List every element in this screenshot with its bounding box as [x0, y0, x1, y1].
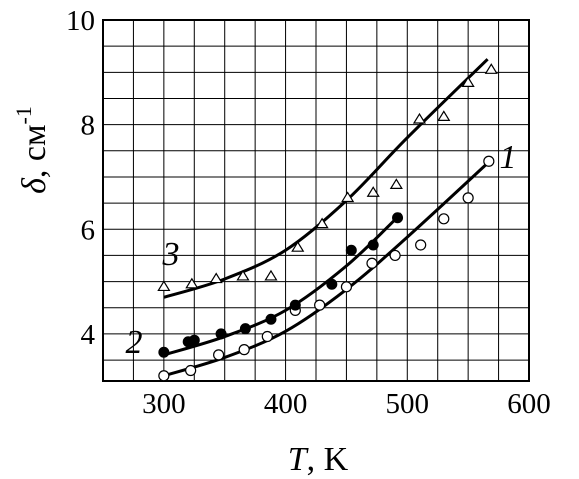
series-1-point — [185, 364, 197, 377]
x-tick-labels: 300 400 500 600 — [142, 388, 551, 420]
x-tick-label: 300 — [142, 388, 186, 420]
series-markers — [157, 63, 498, 382]
x-axis-title: T, K — [288, 441, 349, 478]
series-2-point — [158, 346, 170, 358]
series-3-point — [341, 191, 355, 203]
series-3-point — [315, 217, 329, 229]
series-labels: 1 2 3 — [126, 139, 517, 361]
series-2-point — [345, 244, 357, 256]
series-3-point — [412, 112, 427, 124]
plot-frame — [102, 19, 530, 382]
series-1-point — [261, 330, 273, 343]
series-label-1: 1 — [500, 139, 517, 176]
series-2-point — [289, 299, 301, 311]
series-3-point — [209, 272, 223, 284]
series-1-point — [389, 249, 401, 262]
series-1-point — [462, 192, 474, 204]
series-label-2: 2 — [126, 324, 143, 361]
series-curves — [163, 58, 494, 378]
x-tick-label: 400 — [264, 388, 308, 420]
series-1-point — [314, 299, 326, 311]
series-2-point — [326, 278, 338, 290]
series-2-point — [188, 334, 200, 346]
series-3-point — [264, 269, 278, 281]
y-axis-title: δ, см-1 — [11, 106, 53, 194]
series-3-point — [291, 241, 305, 252]
series-1-point — [366, 257, 378, 269]
y-tick-label: 6 — [81, 214, 96, 246]
series-1-point — [340, 281, 353, 293]
series-label-3: 3 — [162, 236, 180, 273]
series-1-point — [438, 213, 450, 225]
series-1-point — [213, 349, 225, 361]
series-3-point — [461, 76, 475, 87]
series-curve-2 — [163, 212, 403, 357]
series-3-point — [185, 277, 199, 289]
series-3-point — [437, 110, 451, 121]
x-tick-label: 500 — [386, 388, 430, 420]
y-tick-label: 4 — [81, 319, 96, 351]
series-2-point — [239, 323, 251, 335]
series-2-point — [367, 239, 379, 251]
series-curve-3 — [163, 58, 489, 299]
series-3-point — [389, 178, 403, 190]
series-2-point — [265, 313, 277, 325]
y-tick-label: 8 — [81, 110, 96, 142]
y-tick-label: 10 — [66, 5, 95, 37]
series-3-point — [157, 280, 171, 292]
x-tick-label: 600 — [507, 388, 551, 420]
series-3-point — [236, 269, 250, 281]
series-1-point — [415, 239, 427, 251]
series-2-point — [215, 328, 227, 340]
y-tick-labels: 4 6 8 10 — [66, 5, 96, 351]
series-curve-1 — [163, 157, 494, 378]
series-2-point — [392, 212, 404, 224]
series-1-point — [483, 155, 495, 167]
series-1-point — [158, 370, 170, 382]
series-3-point — [484, 63, 498, 74]
series-1-point — [238, 344, 250, 356]
series-3-point — [366, 186, 380, 197]
